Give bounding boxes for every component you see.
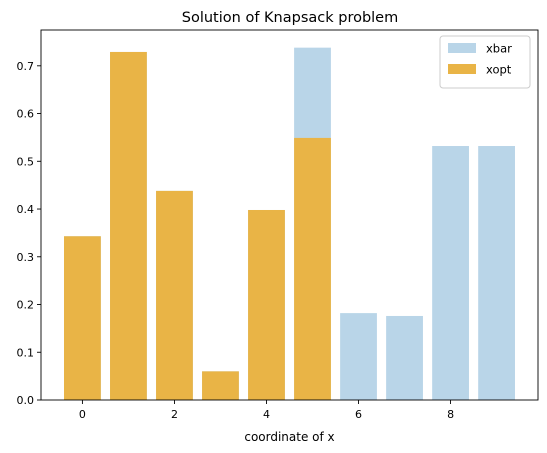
legend-swatch-xopt	[448, 64, 476, 74]
bar-xopt-4	[248, 209, 285, 400]
y-tick-label: 0.2	[17, 299, 35, 312]
y-tick-label: 0.0	[17, 394, 35, 407]
bar-xopt-2	[156, 190, 193, 400]
y-tick-label: 0.3	[17, 251, 35, 264]
x-tick-label: 8	[447, 408, 454, 421]
x-tick-label: 6	[355, 408, 362, 421]
legend: xbar xopt	[439, 35, 531, 89]
x-tick-label: 0	[79, 408, 86, 421]
bar-xopt-0	[64, 236, 101, 400]
y-tick-label: 0.4	[17, 203, 35, 216]
legend-swatch-xbar	[448, 43, 476, 53]
bar-xbar-9	[478, 146, 515, 400]
x-tick-label: 4	[263, 408, 270, 421]
plot-frame	[40, 29, 539, 401]
bar-xbar-6	[340, 313, 377, 400]
legend-label-xopt: xopt	[486, 63, 512, 77]
y-tick-label: 0.5	[17, 155, 35, 168]
x-axis: 0 2 4 6 8	[79, 400, 454, 421]
bar-xopt-5	[294, 137, 331, 400]
y-tick-label: 0.6	[17, 108, 35, 121]
legend-label-xbar: xbar	[486, 42, 512, 56]
bars-layer	[64, 47, 515, 401]
y-tick-label: 0.7	[17, 60, 35, 73]
chart-title: Solution of Knapsack problem	[182, 10, 398, 26]
x-axis-label: coordinate of x	[244, 430, 334, 444]
bar-xopt-3	[202, 371, 239, 400]
y-axis: 0.0 0.1 0.2 0.3 0.4 0.5 0.6 0.7	[17, 60, 41, 407]
bar-xbar-8	[432, 146, 469, 400]
y-tick-label: 0.1	[17, 346, 35, 359]
bar-xopt-1	[110, 51, 147, 401]
bar-xbar-7	[386, 315, 423, 400]
x-tick-label: 2	[171, 408, 178, 421]
